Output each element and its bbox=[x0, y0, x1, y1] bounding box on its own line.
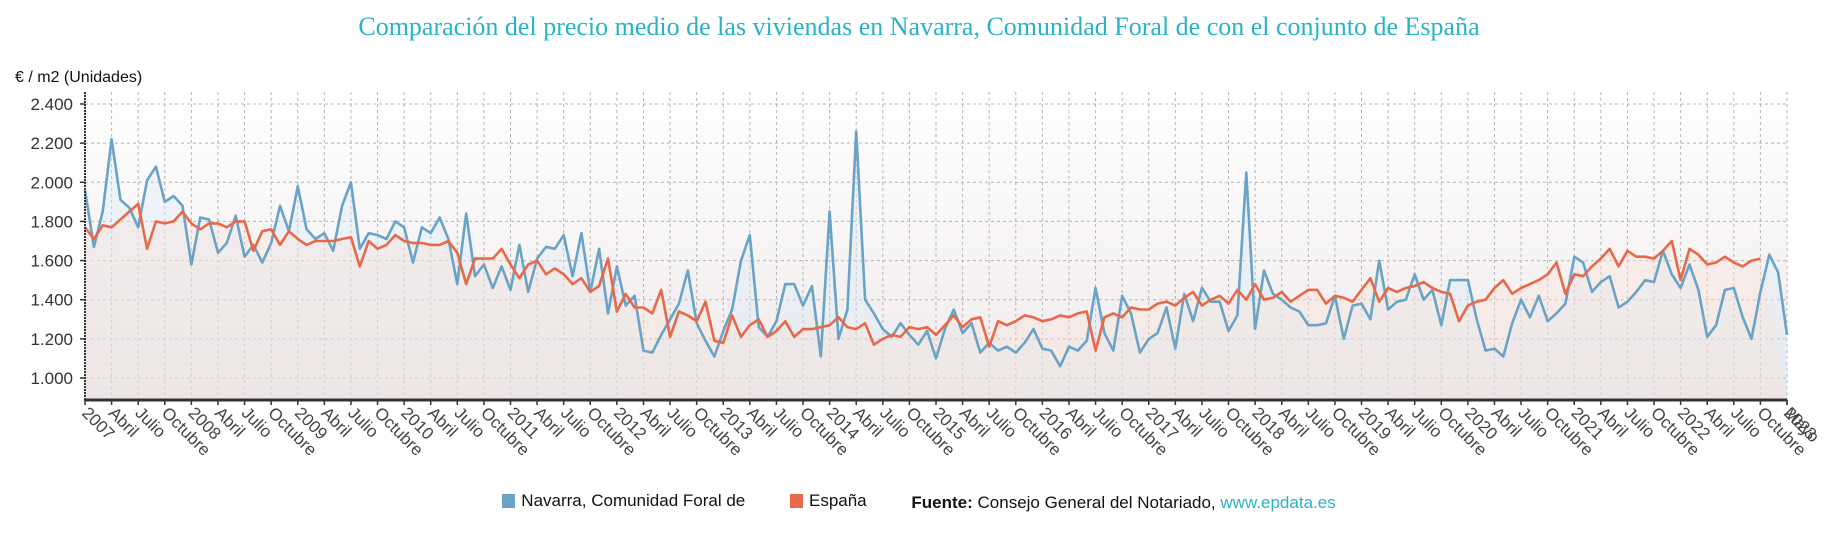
legend-item-navarra[interactable]: Navarra, Comunidad Foral de bbox=[502, 491, 745, 511]
y-tick-label: 2.400 bbox=[30, 95, 73, 114]
source-text: Consejo General del Notariado, bbox=[977, 493, 1216, 512]
y-tick-label: 1.400 bbox=[30, 291, 73, 310]
source-note: Fuente: Consejo General del Notariado, w… bbox=[911, 493, 1335, 513]
series-line-navarra[interactable] bbox=[83, 130, 1789, 368]
y-tick-label: 1.200 bbox=[30, 330, 73, 349]
y-axis-label: € / m2 (Unidades) bbox=[15, 69, 142, 86]
legend: Navarra, Comunidad Foral de España Fuent… bbox=[0, 491, 1838, 513]
source-label: Fuente: bbox=[911, 493, 973, 512]
y-tick-label: 1.800 bbox=[30, 212, 73, 231]
y-tick-label: 1.000 bbox=[30, 369, 73, 388]
series-area-navarra bbox=[85, 131, 1787, 400]
y-axis-ticks: 1.000 1.200 1.400 1.600 1.800 2.000 2.200 2.400 bbox=[30, 95, 85, 388]
legend-swatch-navarra bbox=[502, 494, 516, 508]
legend-item-espana[interactable]: España bbox=[789, 491, 867, 511]
legend-swatch-espana bbox=[789, 494, 803, 508]
legend-label-navarra: Navarra, Comunidad Foral de bbox=[521, 491, 746, 510]
y-tick-label: 2.200 bbox=[30, 134, 73, 153]
series-area-espana bbox=[85, 203, 1787, 400]
legend-label-espana: España bbox=[808, 491, 867, 510]
line-chart: 1.000 1.200 1.400 1.600 1.800 2.000 2.200 2.400… bbox=[15, 69, 1823, 460]
x-axis-ticks: 2007AbrilJulioOctubre2008AbrilJulioOctub… bbox=[78, 400, 1823, 460]
source-link[interactable]: www.epdata.es bbox=[1220, 493, 1336, 512]
y-tick-label: 2.000 bbox=[30, 173, 73, 192]
grid bbox=[84, 92, 1788, 400]
y-tick-label: 1.600 bbox=[30, 252, 73, 271]
chart-title: Comparación del precio medio de las vivi… bbox=[358, 12, 1480, 41]
series-line-espana[interactable] bbox=[83, 202, 1761, 352]
